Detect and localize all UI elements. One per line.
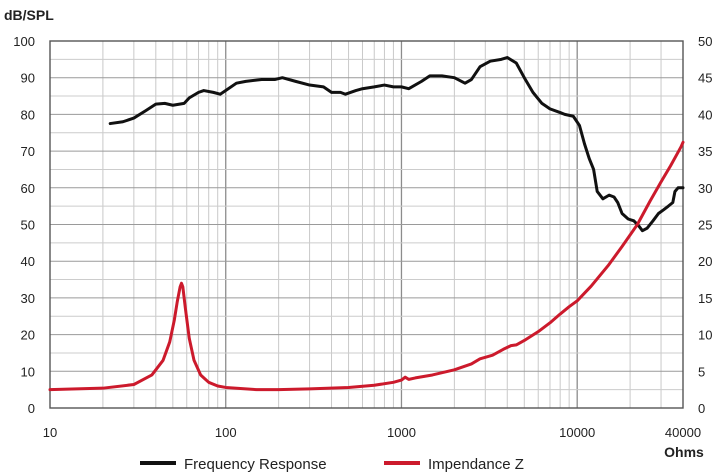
y-axis-label: dB/SPL: [4, 7, 54, 23]
impedance-line: [48, 140, 685, 392]
y2-tick-label: 0: [698, 401, 705, 416]
y-tick-label: 100: [13, 34, 35, 49]
legend: Frequency Response Impendance Z: [140, 456, 524, 473]
y2-tick-label: 30: [698, 181, 712, 196]
x-tick-label: 40000: [665, 425, 701, 440]
y-tick-label: 20: [21, 328, 35, 343]
y-tick-labels: 0 10 20 30 40 50 60 70 80 90 100: [13, 34, 35, 416]
plot-area-border: [49, 40, 684, 409]
x-tick-label: 100: [215, 425, 237, 440]
frequency-response-line: [108, 56, 685, 233]
y-tick-label: 10: [21, 364, 35, 379]
y-tick-label: 40: [21, 254, 35, 269]
x-tick-label: 10000: [559, 425, 595, 440]
legend-label-frequency-response: Frequency Response: [184, 456, 327, 473]
y2-tick-label: 45: [698, 71, 712, 86]
legend-label-impedance: Impendance Z: [428, 456, 524, 473]
y-tick-label: 0: [28, 401, 35, 416]
plot-frame: [49, 40, 684, 409]
y-tick-label: 70: [21, 144, 35, 159]
series-layer: [48, 56, 685, 392]
y2-tick-label: 25: [698, 218, 712, 233]
y2-tick-label: 35: [698, 144, 712, 159]
y-tick-label: 80: [21, 107, 35, 122]
y2-tick-labels: 0 5 10 15 20 25 30 35 40 45 50: [698, 34, 712, 416]
y2-tick-label: 50: [698, 34, 712, 49]
y2-tick-label: 5: [698, 364, 705, 379]
x-tick-labels: 10 100 1000 10000 40000: [43, 425, 701, 440]
grid: [50, 41, 683, 408]
x-tick-label: 1000: [387, 425, 416, 440]
y2-tick-label: 40: [698, 107, 712, 122]
y-tick-label: 60: [21, 181, 35, 196]
y2-tick-label: 10: [698, 328, 712, 343]
y-tick-label: 50: [21, 218, 35, 233]
y2-tick-label: 15: [698, 291, 712, 306]
x-tick-label: 10: [43, 425, 57, 440]
y2-tick-label: 20: [698, 254, 712, 269]
y-tick-label: 90: [21, 71, 35, 86]
y-tick-label: 30: [21, 291, 35, 306]
x-unit-label: Ohms: [664, 444, 704, 460]
